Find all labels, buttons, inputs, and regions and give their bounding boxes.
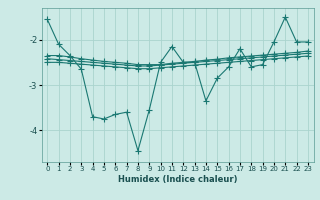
X-axis label: Humidex (Indice chaleur): Humidex (Indice chaleur)	[118, 175, 237, 184]
